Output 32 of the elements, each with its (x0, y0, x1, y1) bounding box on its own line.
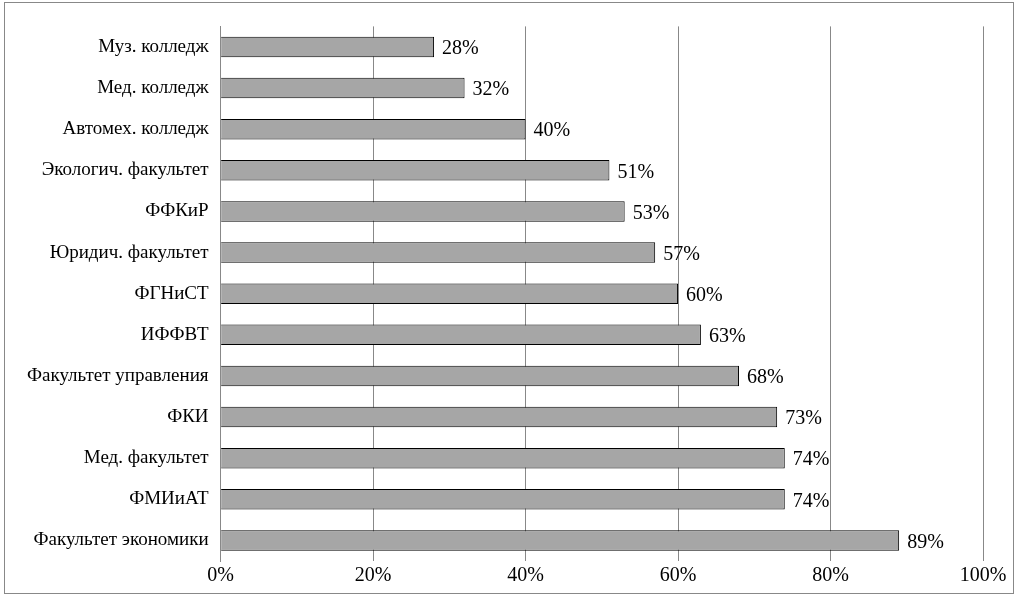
data-label: 63% (708, 324, 746, 347)
x-tick-label: 0% (207, 563, 234, 586)
x-tick-label: 100% (959, 563, 1007, 586)
y-tick-label: Факультет экономики (33, 528, 209, 550)
y-tick-label: ИФФВТ (140, 322, 209, 344)
y-tick-label: Автомех. колледж (62, 117, 210, 139)
data-label: 32% (472, 77, 510, 100)
y-tick-label: Мед. колледж (97, 76, 210, 98)
data-label: 74% (792, 488, 830, 511)
data-label: 40% (533, 118, 571, 141)
data-label: 74% (792, 447, 830, 470)
y-tick-label: Факультет управления (26, 363, 209, 385)
x-tick-label: 60% (659, 563, 697, 586)
y-tick-label: ФМИиАТ (129, 487, 209, 509)
x-tick-label: 20% (354, 563, 392, 586)
y-tick-label: ФФКиР (145, 199, 209, 221)
y-tick-label: Мед. факультет (83, 446, 210, 468)
data-label: 51% (617, 159, 655, 182)
y-tick-label: Юридич. факультет (49, 240, 210, 262)
y-tick-label: Экологич. факультет (41, 158, 210, 180)
y-tick-label: Муз. колледж (98, 34, 210, 56)
data-label: 89% (907, 529, 944, 552)
x-tick-label: 80% (812, 563, 849, 586)
data-label: 73% (785, 406, 822, 429)
data-label: 60% (686, 282, 723, 305)
data-label: 53% (632, 200, 670, 223)
y-tick-label: ФГНиСТ (134, 281, 209, 303)
data-label: 28% (442, 36, 479, 59)
x-tick-label: 40% (507, 563, 544, 586)
data-label: 68% (747, 365, 784, 388)
data-label: 57% (663, 241, 700, 264)
y-tick-label: ФКИ (167, 405, 209, 427)
